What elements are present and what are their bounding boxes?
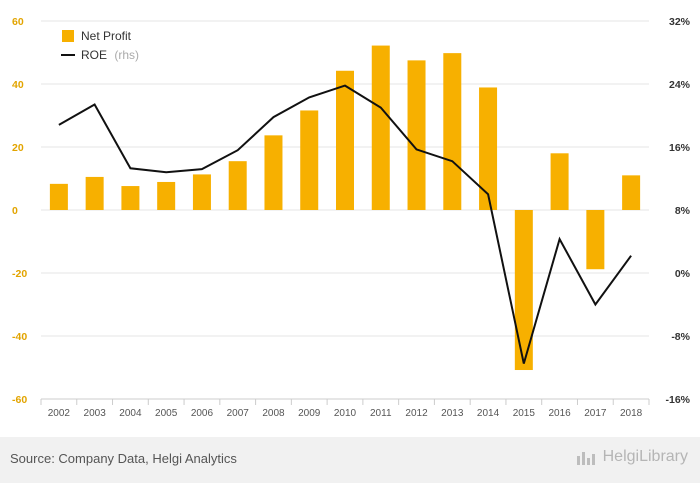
roe-line-layer	[58, 84, 632, 364]
y-right-tick-label: 32%	[669, 16, 691, 28]
x-tick-label: 2013	[441, 408, 464, 419]
x-tick-label: 2007	[227, 408, 250, 419]
y-left-tick-label: -60	[12, 394, 27, 406]
legend: Net Profit ROE (rhs)	[61, 29, 139, 62]
x-tick-label: 2010	[334, 408, 357, 419]
y-right-tick-label: 8%	[675, 205, 691, 217]
net-profit-bar	[264, 135, 283, 210]
net-profit-bar	[371, 45, 390, 210]
net-profit-bar	[514, 210, 533, 371]
net-profit-bar	[49, 183, 68, 210]
x-tick-label: 2016	[548, 408, 571, 419]
roe-line	[58, 84, 632, 364]
y-left-tick-label: 40	[12, 79, 24, 91]
net-profit-bar	[622, 175, 641, 210]
source-note: Source: Company Data, Helgi Analytics	[10, 451, 237, 466]
x-tick-label: 2004	[119, 408, 142, 419]
net-profit-bar	[228, 161, 247, 210]
net-profit-bars	[49, 45, 641, 371]
y-axis-left: -60 -40 -20 0 20 40 60	[12, 16, 27, 406]
y-axis-right: -16% -8% 0% 8% 16% 24% 32%	[665, 16, 690, 406]
net-profit-bar	[336, 70, 354, 211]
svg-text:ROE (rhs): ROE (rhs)	[81, 48, 139, 62]
x-tick-label: 2017	[584, 408, 607, 419]
net-profit-bar	[192, 174, 211, 210]
x-axis: 2002 2003 2004 2005 2006 2007 2008 2009 2010 2011…	[40, 398, 650, 419]
x-tick-label: 2006	[191, 408, 214, 419]
x-tick-label: 2002	[48, 408, 71, 419]
y-left-tick-label: -40	[12, 331, 27, 343]
brand-logo[interactable]: HelgiLibrary	[576, 448, 688, 466]
net-profit-bar	[157, 181, 176, 210]
x-tick-label: 2011	[370, 408, 392, 419]
library-icon	[576, 449, 599, 465]
x-tick-label: 2005	[155, 408, 178, 419]
y-left-tick-label: 0	[12, 205, 18, 217]
net-profit-bar	[443, 53, 462, 210]
y-left-tick-label: 20	[12, 142, 24, 154]
brand-name: HelgiLibrary	[602, 448, 688, 465]
y-right-tick-label: 0%	[675, 268, 691, 280]
net-profit-bar	[407, 60, 426, 210]
y-right-tick-label: -8%	[671, 331, 690, 343]
x-tick-label: 2009	[298, 408, 321, 419]
y-left-tick-label: 60	[12, 16, 24, 28]
legend-net-profit-swatch	[62, 30, 74, 42]
y-right-tick-label: 16%	[669, 142, 691, 154]
legend-roe-label: ROE	[81, 48, 107, 62]
combo-chart: 2002 2003 2004 2005 2006 2007 2008 2009 2010 2011…	[12, 16, 691, 419]
x-tick-label: 2012	[405, 408, 428, 419]
legend-net-profit-label: Net Profit	[81, 29, 132, 43]
net-profit-bar	[479, 87, 498, 210]
net-profit-bar	[550, 153, 569, 210]
x-tick-label: 2018	[620, 408, 643, 419]
x-tick-label: 2003	[84, 408, 107, 419]
net-profit-bar	[85, 176, 104, 210]
x-tick-label: 2008	[262, 408, 285, 419]
legend-roe-rhs-note: (rhs)	[114, 48, 139, 62]
y-left-tick-label: -20	[12, 268, 27, 280]
net-profit-bar	[586, 210, 605, 270]
x-tick-label: 2014	[477, 408, 500, 419]
net-profit-bar	[300, 110, 319, 210]
y-right-tick-label: -16%	[665, 394, 690, 406]
footer: Source: Company Data, Helgi Analytics He…	[0, 437, 700, 483]
y-right-tick-label: 24%	[669, 79, 691, 91]
net-profit-bar	[121, 186, 140, 210]
x-tick-label: 2015	[513, 408, 536, 419]
